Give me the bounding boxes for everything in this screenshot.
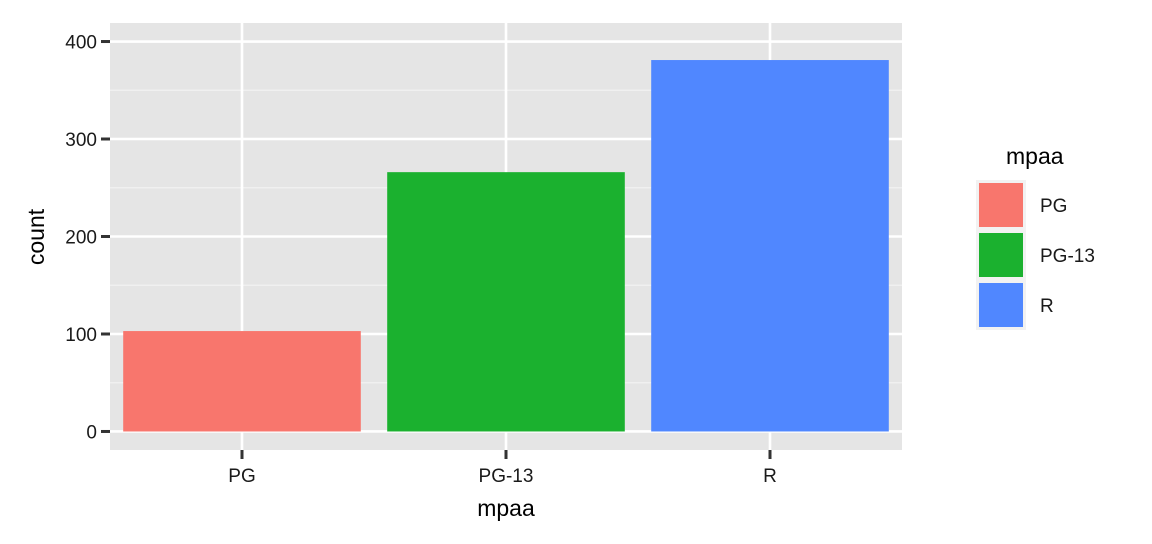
legend-label: PG-13 xyxy=(1040,246,1095,267)
x-tick-label: PG xyxy=(228,466,255,487)
legend: mpaa PG PG-13 R xyxy=(976,143,1095,330)
y-axis: 0 100 200 300 400 xyxy=(65,33,110,443)
bar-r xyxy=(651,60,889,432)
y-tick-label: 100 xyxy=(65,325,97,346)
x-axis: PG PG-13 R xyxy=(228,450,777,487)
legend-title: mpaa xyxy=(1006,143,1064,169)
legend-label: R xyxy=(1040,296,1054,317)
legend-swatch-pg xyxy=(979,183,1023,227)
x-tick-label: PG-13 xyxy=(479,466,534,487)
x-axis-title: mpaa xyxy=(477,495,535,521)
y-axis-title: count xyxy=(23,208,49,265)
y-tick-label: 200 xyxy=(65,228,97,249)
bar-pg xyxy=(123,331,361,432)
bars xyxy=(123,60,889,432)
legend-swatch-pg-13 xyxy=(979,233,1023,277)
legend-swatch-r xyxy=(979,283,1023,327)
bar-pg-13 xyxy=(387,172,625,432)
legend-label: PG xyxy=(1040,196,1067,217)
y-tick-label: 300 xyxy=(65,130,97,151)
y-tick-label: 400 xyxy=(65,33,97,54)
x-tick-label: R xyxy=(763,466,777,487)
y-tick-label: 0 xyxy=(86,422,97,443)
